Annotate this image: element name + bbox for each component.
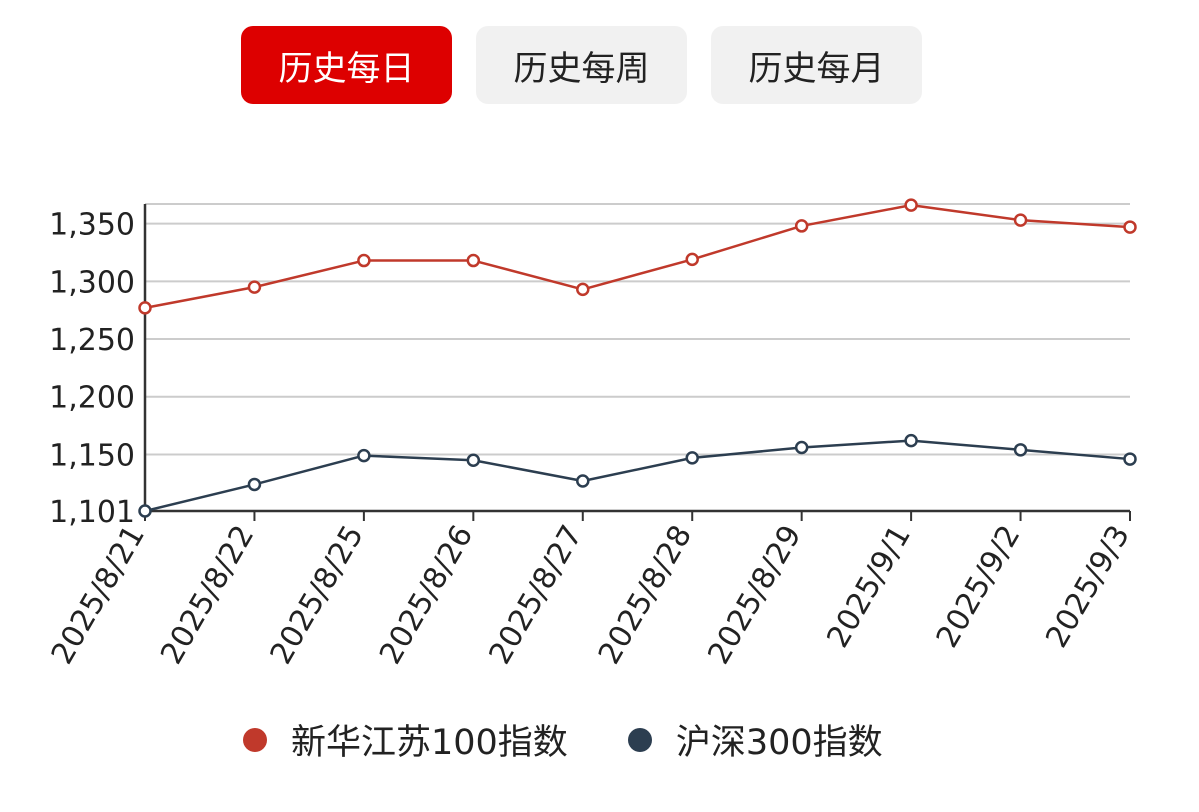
legend-marker-series-2 — [627, 727, 652, 752]
data-point-series-1 — [247, 280, 262, 294]
data-point-series-1 — [138, 301, 152, 315]
legend-label-series-1: 新华江苏100指数 — [291, 723, 568, 763]
legend-item-series-1[interactable]: 新华江苏100指数 — [243, 714, 568, 765]
y-tick-label: 1,250 — [49, 323, 135, 358]
x-tick-label: 2025/8/29 — [701, 520, 808, 671]
tab-history-weekly[interactable]: 历史每周 — [476, 26, 687, 104]
data-point-series-2 — [1013, 443, 1028, 457]
period-tabs: 历史每日 历史每周 历史每月 — [241, 26, 922, 104]
data-point-series-1 — [576, 282, 590, 297]
data-point-series-1 — [466, 253, 481, 268]
data-point-series-1 — [357, 253, 371, 268]
axis-layer — [143, 204, 1131, 521]
tab-history-daily[interactable]: 历史每日 — [241, 26, 452, 104]
x-tick-label: 2025/9/1 — [820, 520, 918, 654]
y-tick-label: 1,350 — [49, 208, 135, 243]
data-point-series-2 — [794, 440, 809, 455]
x-tick-label: 2025/8/22 — [154, 520, 261, 671]
y-tick-label: 1,101 — [49, 495, 135, 530]
x-tick-label: 2025/9/2 — [930, 520, 1028, 654]
legend-item-series-2[interactable]: 沪深300指数 — [627, 714, 883, 765]
series-line-1 — [144, 203, 1131, 310]
x-tick-label: 2025/8/26 — [373, 520, 480, 671]
data-point-series-1 — [1013, 213, 1028, 227]
legend: 新华江苏100指数 沪深300指数 — [243, 714, 883, 765]
x-tick-label: 2025/8/25 — [264, 520, 371, 671]
data-point-series-1 — [1123, 220, 1137, 234]
data-point-series-1 — [685, 252, 699, 267]
x-tick-label: 2025/9/3 — [1039, 520, 1137, 654]
data-point-series-1 — [904, 198, 918, 212]
y-tick-label: 1,150 — [49, 438, 135, 473]
data-point-series-2 — [247, 477, 262, 492]
series-layer — [138, 198, 1137, 518]
y-tick-label: 1,300 — [49, 265, 135, 300]
data-point-series-2 — [1123, 452, 1137, 466]
legend-marker-series-1 — [243, 727, 267, 752]
data-point-series-2 — [466, 453, 481, 467]
grid-layer — [145, 203, 1130, 456]
data-point-series-2 — [357, 448, 371, 463]
x-tick-label: 2025/8/21 — [45, 520, 152, 671]
legend-label-series-2: 沪深300指数 — [675, 723, 883, 763]
data-point-series-2 — [904, 433, 918, 448]
data-point-series-2 — [685, 451, 699, 465]
data-point-series-2 — [138, 504, 152, 518]
x-tick-label: 2025/8/27 — [482, 520, 589, 671]
x-tick-label: 2025/8/28 — [592, 520, 699, 671]
tab-history-monthly[interactable]: 历史每月 — [711, 26, 922, 104]
series-line-2 — [144, 439, 1131, 513]
data-point-series-1 — [794, 219, 809, 233]
data-point-series-2 — [576, 474, 590, 488]
y-tick-label: 1,200 — [49, 381, 135, 416]
